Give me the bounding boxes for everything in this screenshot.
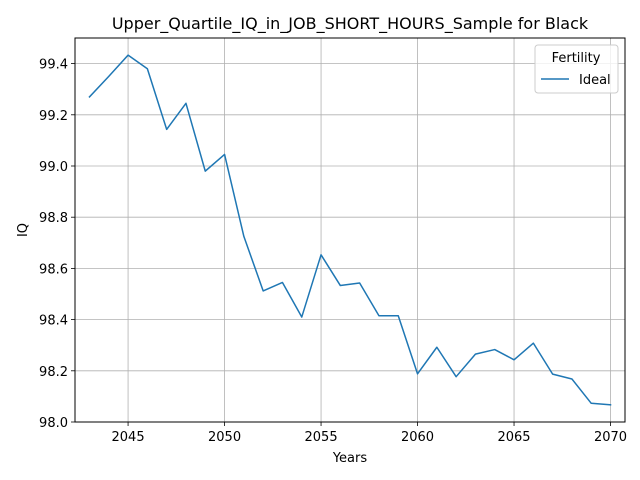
y-tick-label: 99.0 [39, 160, 68, 175]
legend-label-ideal: Ideal [579, 73, 611, 88]
legend-box [534, 44, 619, 94]
legend-title: Fertility [552, 51, 601, 66]
axes-frame [74, 37, 626, 423]
y-axis: 98.0 98.2 98.4 98.6 98.8 99.0 99.2 99.4 [39, 58, 75, 431]
plot-lines [88, 54, 612, 406]
x-tick-label: 2050 [208, 430, 241, 445]
x-tick-label: 2055 [305, 430, 338, 445]
y-tick-label: 98.6 [39, 262, 68, 277]
x-tick-label: 2060 [401, 430, 434, 445]
x-tick-label: 2045 [112, 430, 145, 445]
x-axis: 2045 2050 2055 2060 2065 2070 [112, 422, 627, 445]
grid [75, 38, 625, 423]
chart-title: Upper_Quartile_IQ_in_JOB_SHORT_HOURS_Sam… [112, 14, 589, 34]
y-tick-label: 99.4 [39, 58, 68, 73]
y-tick-label: 98.2 [39, 365, 68, 380]
y-tick-label: 99.2 [39, 109, 68, 124]
x-tick-label: 2065 [497, 430, 530, 445]
y-tick-label: 98.4 [39, 314, 68, 329]
y-tick-label: 98.8 [39, 211, 68, 226]
series-line-ideal [88, 54, 612, 406]
y-axis-label: IQ [16, 223, 31, 237]
x-tick-label: 2070 [594, 430, 627, 445]
y-tick-label: 98.0 [39, 416, 68, 431]
legend: Fertility Ideal [534, 44, 619, 94]
x-axis-label: Years [332, 451, 368, 466]
